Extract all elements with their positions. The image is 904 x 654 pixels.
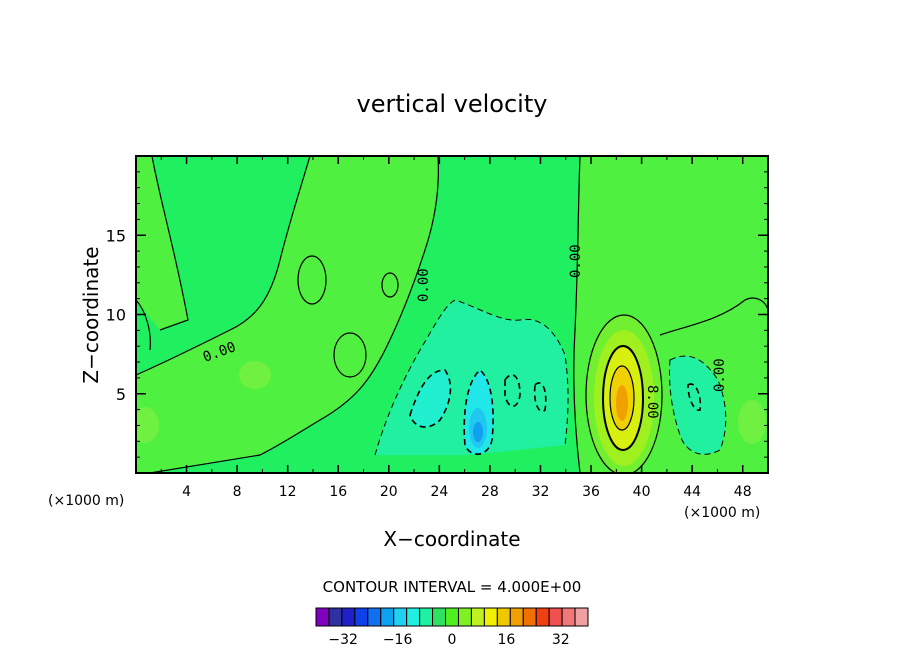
x-tick-label: 12 (279, 484, 297, 500)
colorbar-swatch (457, 607, 472, 627)
colorbar-swatch (315, 607, 330, 627)
neg-contour (409, 369, 452, 428)
chart-title: vertical velocity (357, 90, 548, 118)
x-axis-label: X−coordinate (383, 527, 520, 551)
blob (136, 407, 159, 443)
zero-contour (136, 156, 311, 376)
colorbar-ticks: −32 −16 0 16 32 (328, 632, 569, 648)
x-tick-label: 32 (532, 484, 550, 500)
colorbar-tick-label: −16 (383, 632, 413, 648)
y-axis: 5 10 15 (106, 171, 768, 458)
neg-contour (374, 299, 569, 456)
colorbar-swatch (393, 607, 408, 627)
neg-contour (687, 383, 702, 411)
zero-contour (149, 156, 439, 473)
colorbar-swatch (354, 607, 369, 627)
contour-label: 0.00 (568, 244, 584, 278)
contour-label: 0.00 (712, 358, 728, 392)
zero-contour (151, 156, 189, 331)
x-tick-label: 16 (329, 484, 347, 500)
contour-region-pos-topleft (136, 156, 188, 330)
x-tick-label: 24 (430, 484, 448, 500)
contour-region-neg1b (669, 356, 726, 455)
colorbar-tick-label: 32 (552, 632, 570, 648)
blob (239, 361, 271, 389)
x-unit-right: (×1000 m) (684, 505, 760, 521)
contour-line (609, 365, 635, 431)
x-tick-label: 8 (233, 484, 242, 500)
downdraft-core-inner (473, 422, 483, 442)
x-tick-label: 20 (380, 484, 398, 500)
contour-line (602, 345, 644, 451)
colorbar (315, 607, 589, 627)
contour-label-group: 0.00 0.00 0.00 0.00 8.00 (201, 244, 728, 418)
colorbar-swatch (432, 607, 447, 627)
contour-line (297, 255, 327, 305)
contour-lines (136, 156, 768, 473)
contour-line (136, 299, 151, 351)
x-tick-label: 4 (182, 484, 191, 500)
colorbar-swatch (535, 607, 550, 627)
zero-contour (573, 156, 581, 473)
contour-region-pos-left (136, 156, 439, 473)
colorbar-tick-label: 0 (448, 632, 457, 648)
contour-line (333, 332, 367, 378)
colorbar-swatch (574, 607, 589, 627)
colorbar-swatch (561, 607, 576, 627)
colorbar-swatch (522, 607, 537, 627)
neg-contour (463, 368, 494, 455)
neg-contour (669, 355, 727, 455)
y-tick-label: 10 (106, 306, 126, 325)
y-axis-label: Z−coordinate (79, 246, 103, 383)
x-tick-label: 44 (683, 484, 701, 500)
contour-line (585, 314, 663, 473)
y-tick-label: 5 (116, 385, 126, 404)
colorbar-swatch (445, 607, 459, 627)
x-axis: 4 8 12 16 20 24 28 32 36 40 44 48 (160, 156, 752, 500)
x-unit-left: (×1000 m) (48, 493, 124, 509)
contour-label: 0.00 (416, 268, 432, 302)
blob (738, 400, 766, 444)
colorbar-swatch (509, 607, 524, 627)
colorbar-swatch (470, 607, 485, 627)
x-tick-label: 36 (582, 484, 600, 500)
contour-region-neg2 (410, 370, 451, 427)
x-tick-label: 48 (734, 484, 752, 500)
x-tick-label: 40 (633, 484, 651, 500)
colorbar-swatch (483, 607, 498, 627)
colorbar-swatch (548, 607, 563, 627)
colorbar-tick-label: −32 (328, 632, 358, 648)
colorbar-swatch (367, 607, 382, 627)
colorbar-tick-label: 16 (497, 632, 515, 648)
contour-line (381, 272, 399, 298)
colorbar-swatch (328, 607, 343, 627)
contour-line (659, 297, 768, 336)
colorbar-swatch (341, 607, 356, 627)
updraft-level-20 (616, 385, 628, 421)
negative-contours (374, 299, 727, 456)
colorbar-swatch (419, 607, 434, 627)
y-tick-label: 15 (106, 226, 126, 245)
neg-contour (533, 382, 547, 412)
colorbar-swatch (406, 607, 421, 627)
contour-label: 8.00 (644, 385, 660, 419)
neg-contour (504, 374, 521, 408)
colorbar-swatch (380, 607, 395, 627)
colorbar-swatch (496, 607, 511, 627)
x-tick-label: 28 (481, 484, 499, 500)
contour-interval-label: CONTOUR INTERVAL = 4.000E+00 (323, 578, 582, 596)
